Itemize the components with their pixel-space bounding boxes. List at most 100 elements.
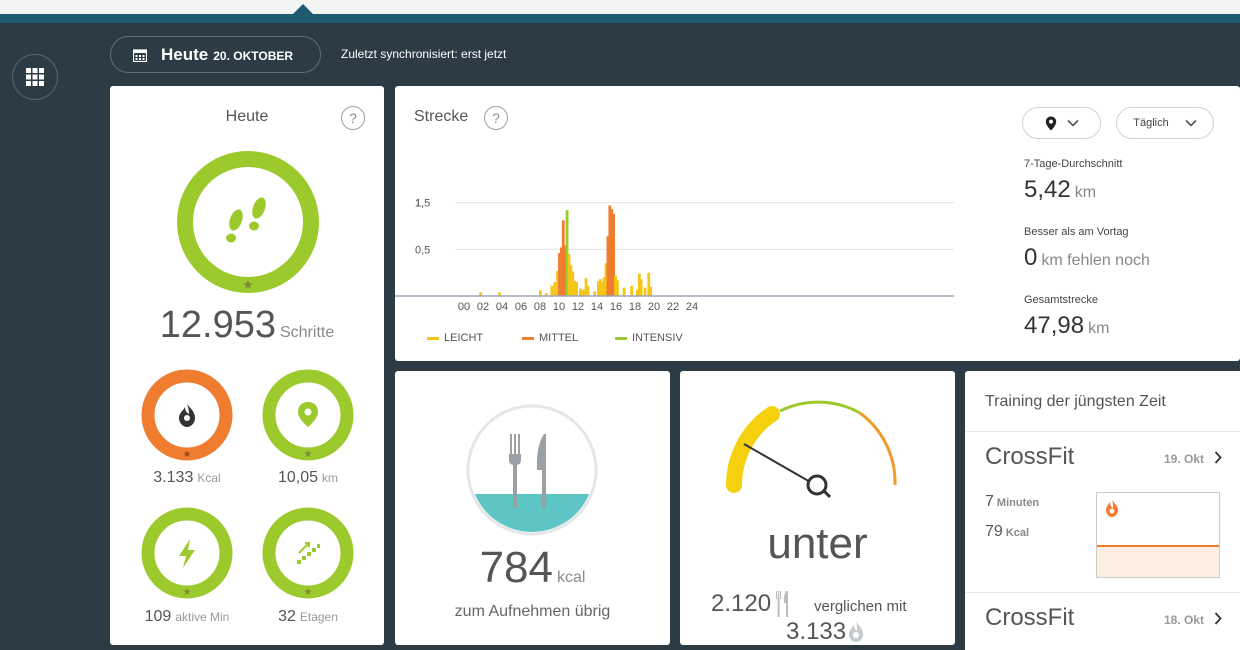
- chart-bar: [630, 285, 634, 296]
- chart-bar: [559, 247, 563, 296]
- legend-mittel: MITTEL: [522, 332, 578, 344]
- apps-grid-button[interactable]: [12, 54, 58, 100]
- location-dropdown[interactable]: [1022, 107, 1101, 139]
- svg-text:★: ★: [304, 587, 313, 598]
- training-date: 18. Okt: [1163, 613, 1204, 627]
- chart-bar: [597, 281, 600, 296]
- chart-bar: [539, 290, 542, 296]
- today-title: Heute: [225, 108, 269, 125]
- chart-bar: [635, 289, 639, 296]
- y-tick-label: 1: [415, 198, 421, 210]
- avg-stat: 5,42 km: [1024, 176, 1096, 204]
- distance-chart-card: Strecke ? 0,5 1 1,5 00 02 04 06 08 10 12 14 16 18 20 2…: [395, 86, 1240, 361]
- chart-bar: [580, 290, 584, 296]
- chart-bar: [610, 209, 614, 296]
- floors-stat: 32 Etagen: [253, 608, 363, 626]
- active-value: 109: [144, 608, 172, 625]
- training-heart-chart: [1096, 492, 1220, 578]
- food-card[interactable]: 784 kcal zum Aufnehmen übrig: [395, 371, 670, 645]
- training-item[interactable]: CrossFit 19. Okt 7 Minuten 79 Kcal: [965, 432, 1240, 592]
- food-plate: [466, 404, 598, 536]
- date-selector[interactable]: Heute 20. OKTOBER: [110, 36, 321, 73]
- x-tick-label: 04: [496, 301, 508, 313]
- chart-bar: [553, 282, 557, 296]
- training-item[interactable]: CrossFit 18. Okt: [965, 593, 1240, 650]
- fork-knife-icon: [509, 434, 546, 508]
- chart-bar: [606, 236, 610, 296]
- chart-bar: [571, 271, 575, 296]
- food-value: 784: [479, 543, 553, 592]
- today-help-button[interactable]: ?: [341, 106, 365, 130]
- gauge-needle: [743, 443, 813, 484]
- legend-intensiv: INTENSIV: [615, 332, 683, 344]
- calories-ring[interactable]: [139, 367, 235, 463]
- x-tick-label: 20: [648, 301, 660, 313]
- chart-bar: [565, 210, 569, 296]
- divider: [965, 592, 1240, 593]
- chart-bar: [612, 213, 616, 296]
- sync-status: Zuletzt synchronisiert: erst jetzt: [341, 47, 507, 61]
- chart-bar: [556, 270, 559, 296]
- period-dropdown[interactable]: Täglich: [1116, 107, 1214, 139]
- chart-bar: [558, 253, 561, 296]
- total-label: Gesamtstrecke: [1024, 294, 1098, 306]
- avg-value: 5,42: [1024, 176, 1071, 203]
- legend-leicht: LEICHT: [427, 332, 483, 344]
- distance-ring[interactable]: ★: [260, 367, 356, 463]
- intake-value: 2.120: [711, 590, 772, 617]
- chart-bar: [622, 287, 626, 296]
- floors-value: 32: [278, 608, 296, 625]
- fork-knife-icon: [776, 591, 789, 617]
- training-title: Training der jüngsten Zeit: [985, 393, 1166, 410]
- chart-bar: [582, 289, 586, 296]
- intake-stat: 2.120: [711, 590, 791, 618]
- grid-icon: [26, 68, 44, 86]
- steps-ring: ★: [177, 151, 319, 293]
- total-unit: km: [1088, 320, 1110, 337]
- svg-text:★: ★: [183, 587, 192, 598]
- total-value: 47,98: [1024, 312, 1085, 339]
- training-date: 19. Okt: [1163, 452, 1204, 466]
- training-kcal: 79 Kcal: [985, 523, 1029, 541]
- date-label: Heute: [161, 44, 209, 64]
- chart-bar: [614, 275, 617, 296]
- chevron-right-icon[interactable]: [1214, 612, 1222, 625]
- strecke-help-button[interactable]: ?: [484, 106, 508, 130]
- minutes-unit: Minuten: [996, 497, 1040, 509]
- chart-bar: [604, 263, 608, 296]
- compare-unit: km fehlen noch: [1041, 252, 1150, 269]
- floors-ring[interactable]: ★: [260, 505, 356, 601]
- calories-unit: Kcal: [197, 471, 221, 485]
- avg-label: 7-Tage-Durchschnitt: [1024, 158, 1123, 170]
- food-unit: kcal: [556, 569, 586, 586]
- legend-swatch-intensiv: [615, 336, 627, 340]
- legend-label-leicht: LEICHT: [444, 332, 484, 344]
- chevron-right-icon[interactable]: [1214, 451, 1222, 464]
- distance-stat: 10,05 km: [253, 469, 363, 487]
- legend-label-intensiv: INTENSIV: [632, 332, 683, 344]
- y-tick-label: 0,5: [415, 244, 430, 256]
- training-name: CrossFit: [985, 443, 1075, 470]
- chart-bar: [544, 293, 548, 296]
- x-tick-label: 22: [667, 301, 679, 313]
- active-minutes-ring[interactable]: ★: [139, 505, 235, 601]
- legend-swatch-leicht: [427, 336, 439, 340]
- today-card: Heute ? ★ 12.953 Schritte 3.133 Kcal ★ 10,…: [110, 86, 384, 645]
- x-tick-label: 24: [686, 301, 698, 313]
- distance-unit: km: [322, 471, 339, 485]
- active-unit: aktive Min: [175, 610, 230, 624]
- lightning-icon: [179, 539, 195, 568]
- calorie-balance-card[interactable]: unter 2.120 verglichen mit 3.133: [680, 371, 955, 645]
- legend-label-mittel: MITTEL: [539, 332, 579, 344]
- x-tick-label: 02: [477, 301, 489, 313]
- chart-bar: [647, 272, 651, 296]
- food-remaining: 784 kcal: [395, 543, 670, 593]
- x-tick-label: 12: [572, 301, 584, 313]
- chart-bar: [616, 280, 619, 296]
- chart-bar: [602, 277, 606, 296]
- floors-unit: Etagen: [299, 610, 338, 624]
- x-tick-label: 08: [534, 301, 546, 313]
- stairs-icon: [297, 544, 320, 564]
- divider: [965, 431, 1240, 432]
- y-tick-label: 1,5: [415, 198, 430, 210]
